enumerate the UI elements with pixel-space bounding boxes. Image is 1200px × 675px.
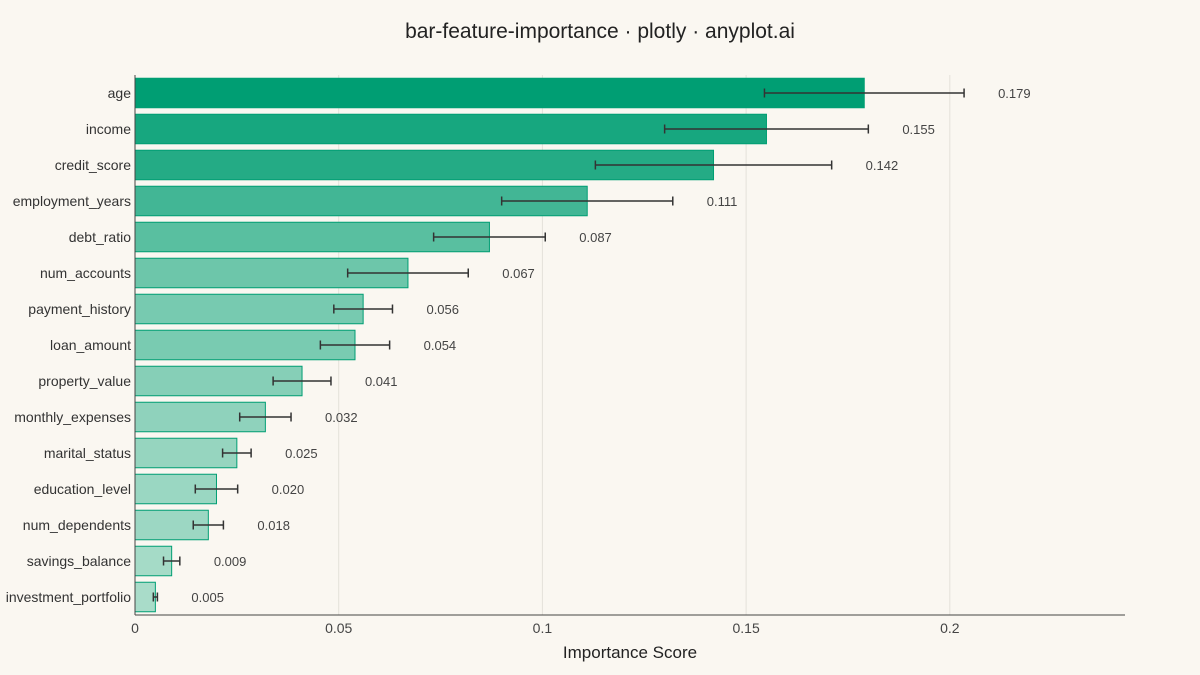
value-label: 0.142 [866, 158, 899, 173]
x-tick-label: 0.15 [732, 620, 759, 636]
value-label: 0.067 [502, 266, 535, 281]
bar-investment-portfolio [134, 581, 156, 613]
x-axis-title: Importance Score [563, 643, 697, 662]
category-label: loan_amount [50, 337, 131, 353]
x-tick-label: 0 [131, 620, 139, 636]
value-label: 0.018 [257, 518, 290, 533]
value-labels: 0.179 0.155 0.142 0.111 0.087 0.067 0.056 0.054… [191, 86, 1030, 605]
x-tick-label: 0.2 [940, 620, 960, 636]
bar-payment-history [134, 293, 364, 325]
chart-title: bar-feature-importance · plotly · anyplo… [405, 20, 795, 43]
value-label: 0.179 [998, 86, 1031, 101]
bars [134, 77, 865, 613]
category-label: income [86, 121, 131, 137]
category-label: property_value [38, 373, 131, 389]
category-label: payment_history [28, 301, 131, 317]
error-bar [500, 196, 674, 206]
category-label: num_accounts [40, 265, 131, 281]
error-bars [152, 88, 965, 602]
category-label: education_level [34, 481, 131, 497]
error-bar [346, 268, 470, 278]
value-label: 0.041 [365, 374, 398, 389]
value-label: 0.056 [426, 302, 459, 317]
category-label: age [108, 85, 132, 101]
error-bar [594, 160, 833, 170]
value-label: 0.005 [191, 590, 224, 605]
x-tick-label: 0.05 [325, 620, 352, 636]
category-label: num_dependents [23, 517, 131, 533]
error-bar [319, 340, 391, 350]
error-bar [663, 124, 870, 134]
value-label: 0.009 [214, 554, 247, 569]
error-bar [221, 448, 252, 458]
category-label: marital_status [44, 445, 131, 461]
value-label: 0.155 [902, 122, 935, 137]
bar-marital-status [134, 437, 238, 469]
value-label: 0.020 [272, 482, 305, 497]
error-bar [432, 232, 547, 242]
error-bar [152, 592, 159, 602]
value-label: 0.087 [579, 230, 612, 245]
category-label: monthly_expenses [14, 409, 131, 425]
bar-age [134, 77, 865, 109]
category-label: credit_score [55, 157, 131, 173]
error-bar [333, 304, 394, 314]
value-label: 0.111 [707, 194, 738, 209]
x-tick-labels: 0 0.05 0.1 0.15 0.2 [131, 620, 960, 636]
error-bar [194, 484, 239, 494]
error-bar [272, 376, 332, 386]
category-labels: age income credit_score employment_yearsdeb… [6, 85, 132, 605]
error-bar [763, 88, 965, 98]
category-label: investment_portfolio [6, 589, 132, 605]
value-label: 0.025 [285, 446, 318, 461]
value-label: 0.054 [424, 338, 457, 353]
bar-income [134, 113, 767, 145]
error-bar [238, 412, 292, 422]
value-label: 0.032 [325, 410, 358, 425]
axes [134, 75, 1125, 616]
category-label: savings_balance [27, 553, 132, 569]
category-label: employment_years [13, 193, 131, 209]
x-tick-label: 0.1 [533, 620, 553, 636]
error-bar [192, 520, 225, 530]
category-label: debt_ratio [69, 229, 131, 245]
error-bar [162, 556, 181, 566]
